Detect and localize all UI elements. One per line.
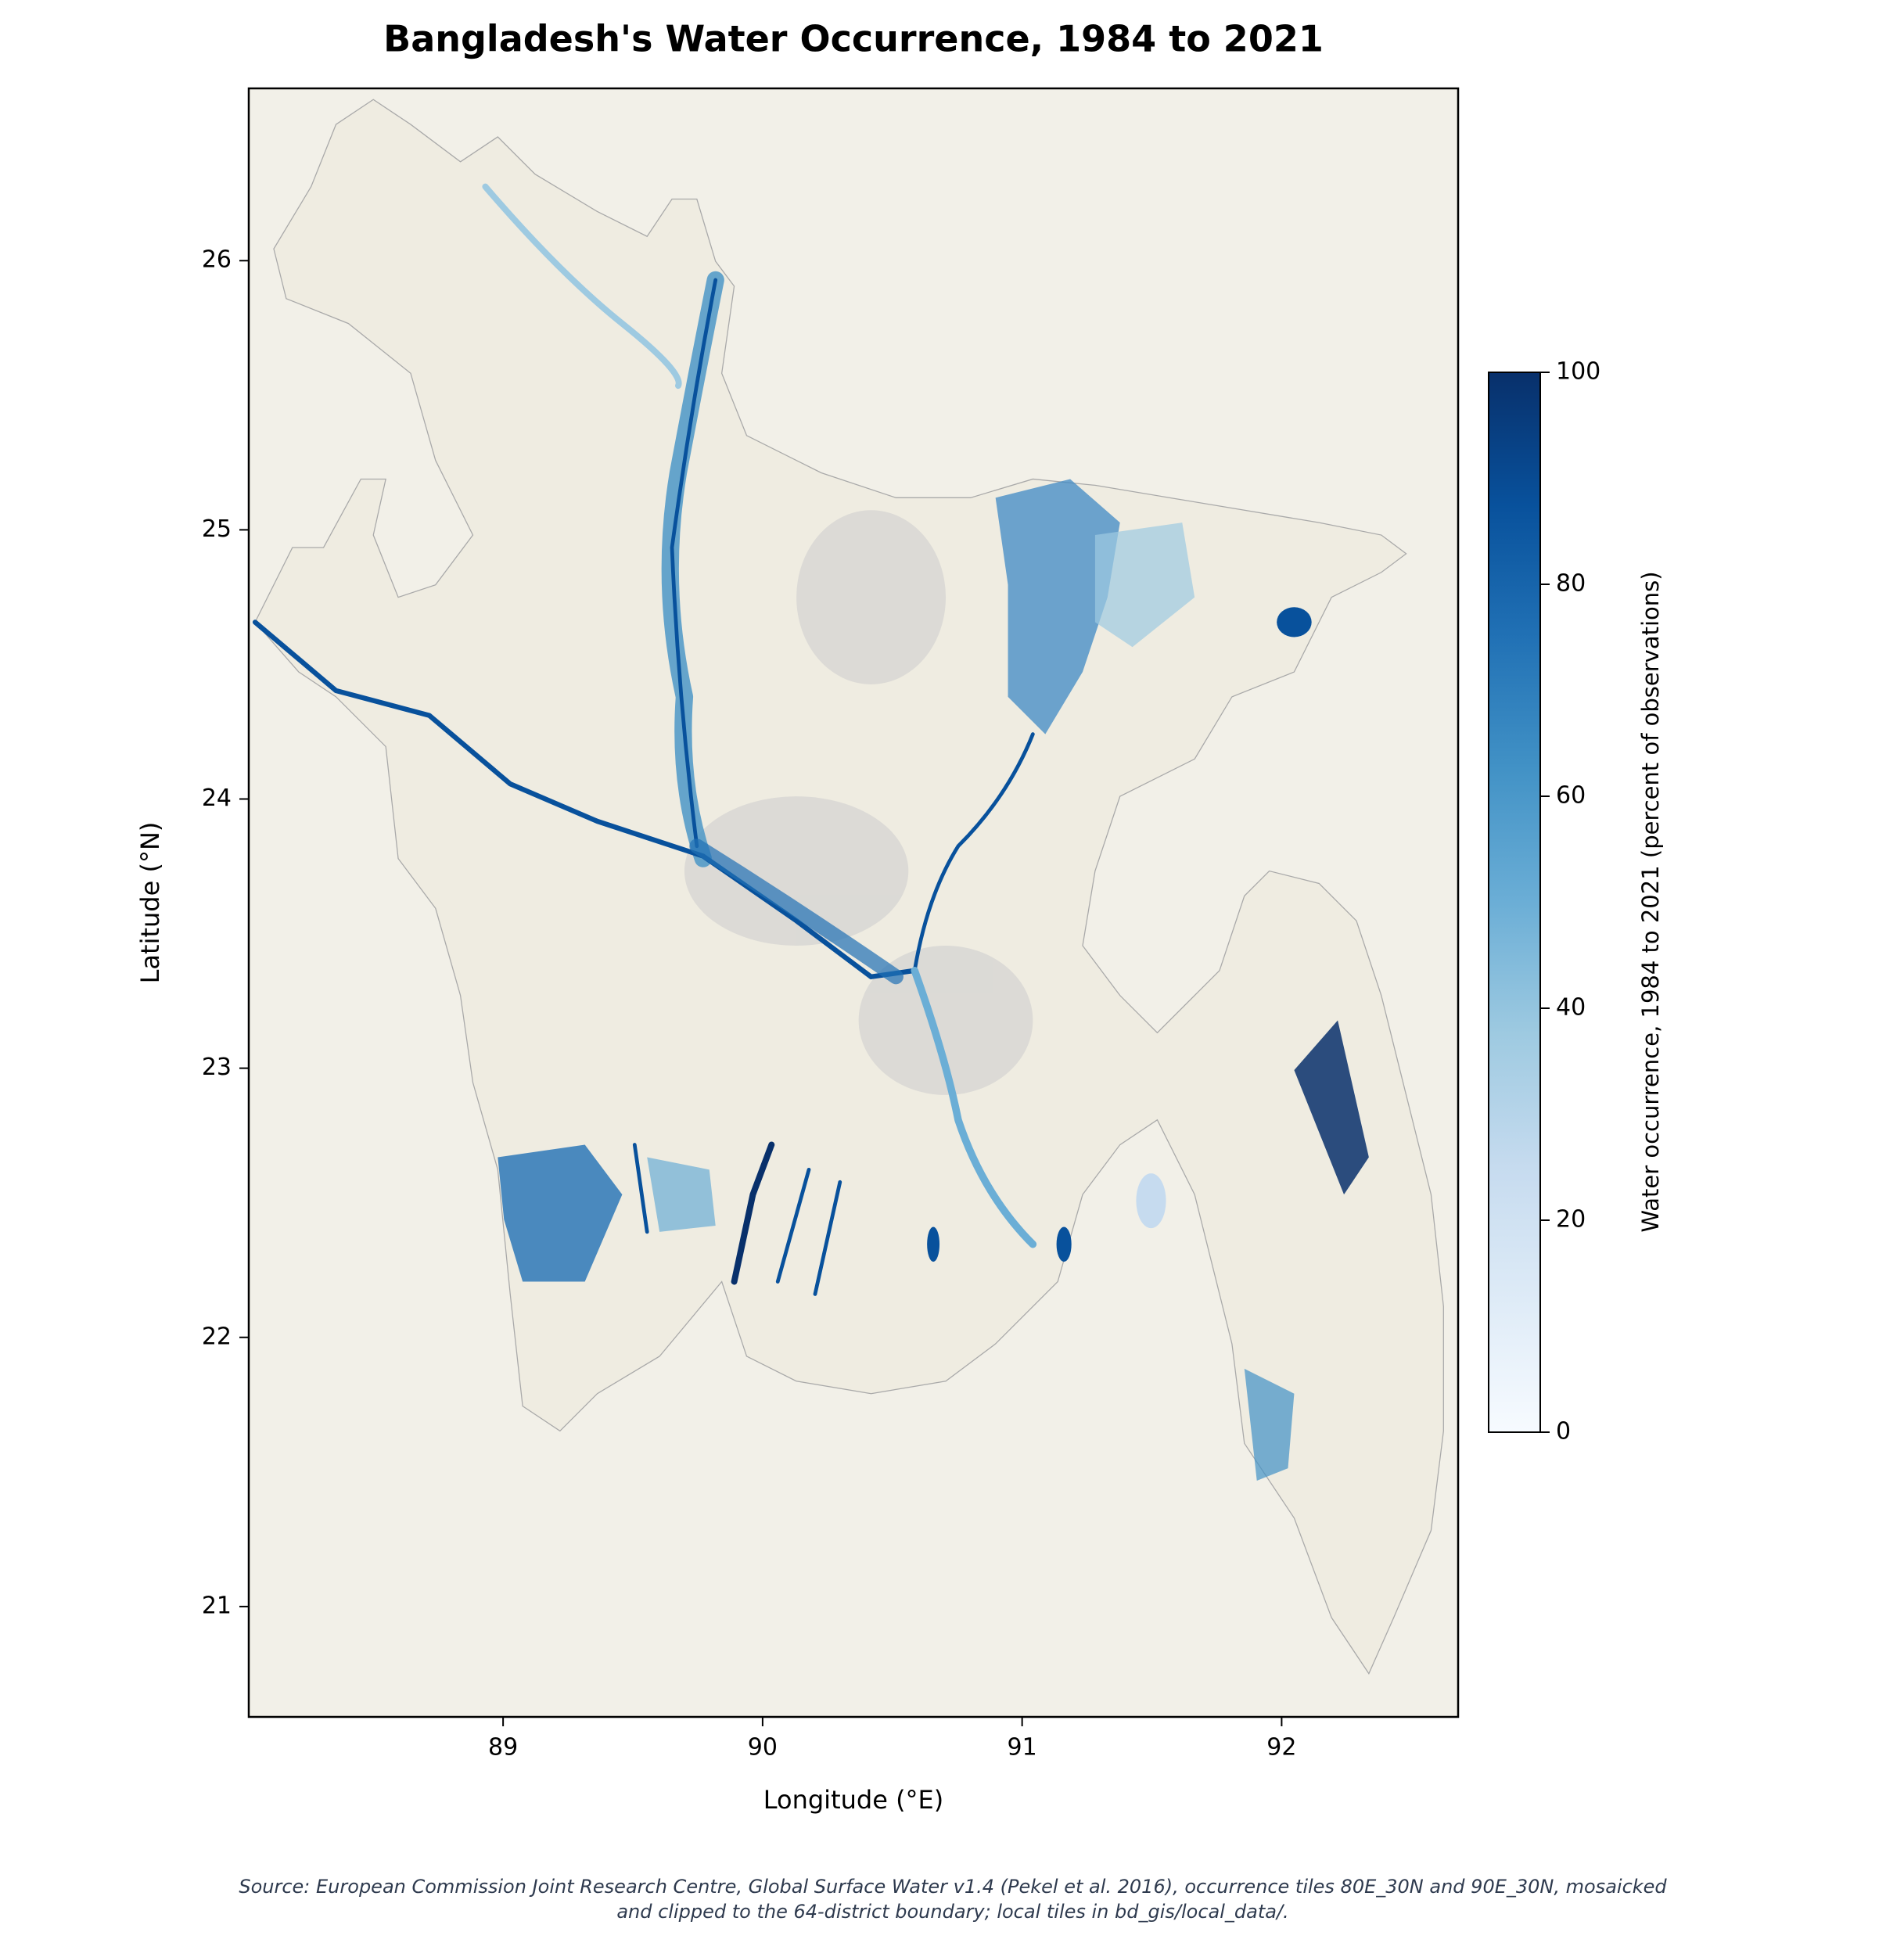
colorbar-tick-label: 40 — [1556, 994, 1586, 1022]
y-tick-label: 23 — [202, 1054, 232, 1081]
x-axis-label: Longitude (°E) — [763, 1785, 944, 1815]
y-tick-label: 24 — [202, 785, 232, 812]
colorbar-label: Water occurrence, 1984 to 2021 (percent … — [1637, 571, 1664, 1232]
y-tick-label: 25 — [202, 515, 232, 543]
x-tick-label: 92 — [1266, 1734, 1296, 1761]
y-tick-label: 22 — [202, 1323, 232, 1350]
colorbar-tick-label: 60 — [1556, 782, 1586, 810]
colorbar-tick-label: 20 — [1556, 1206, 1586, 1234]
country-shape — [252, 99, 1444, 1675]
source-note: and clipped to the 64-district boundary;… — [616, 1901, 1288, 1923]
source-note: Source: European Commission Joint Resear… — [239, 1876, 1667, 1898]
y-axis-label: Latitude (°N) — [135, 822, 165, 984]
y-tick-label: 21 — [202, 1592, 232, 1619]
colorbar-tick-label: 0 — [1556, 1418, 1571, 1445]
x-tick-label: 89 — [488, 1734, 518, 1761]
y-tick-label: 26 — [202, 246, 232, 274]
colorbar-tick-label: 80 — [1556, 570, 1586, 598]
map-layer — [252, 99, 1444, 1675]
axes-frame — [247, 87, 1460, 1718]
colorbar-tick-label: 100 — [1556, 358, 1600, 386]
colorbar — [1488, 372, 1541, 1433]
x-tick-label: 90 — [748, 1734, 778, 1761]
chart-title: Bangladesh's Water Occurrence, 1984 to 2… — [383, 18, 1324, 60]
x-tick-label: 91 — [1008, 1734, 1037, 1761]
